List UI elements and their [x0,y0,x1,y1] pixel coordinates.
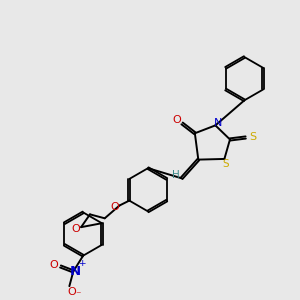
Text: S: S [222,159,229,169]
Text: O: O [67,287,76,297]
Text: N: N [70,265,81,278]
Text: S: S [249,133,256,142]
Text: N: N [214,118,223,128]
Text: O: O [110,202,119,212]
Text: +: + [78,259,86,268]
Text: O: O [173,116,182,125]
Text: H: H [172,170,180,180]
Text: O: O [72,224,81,234]
Text: O: O [49,260,58,269]
Text: ⁻: ⁻ [76,290,81,300]
